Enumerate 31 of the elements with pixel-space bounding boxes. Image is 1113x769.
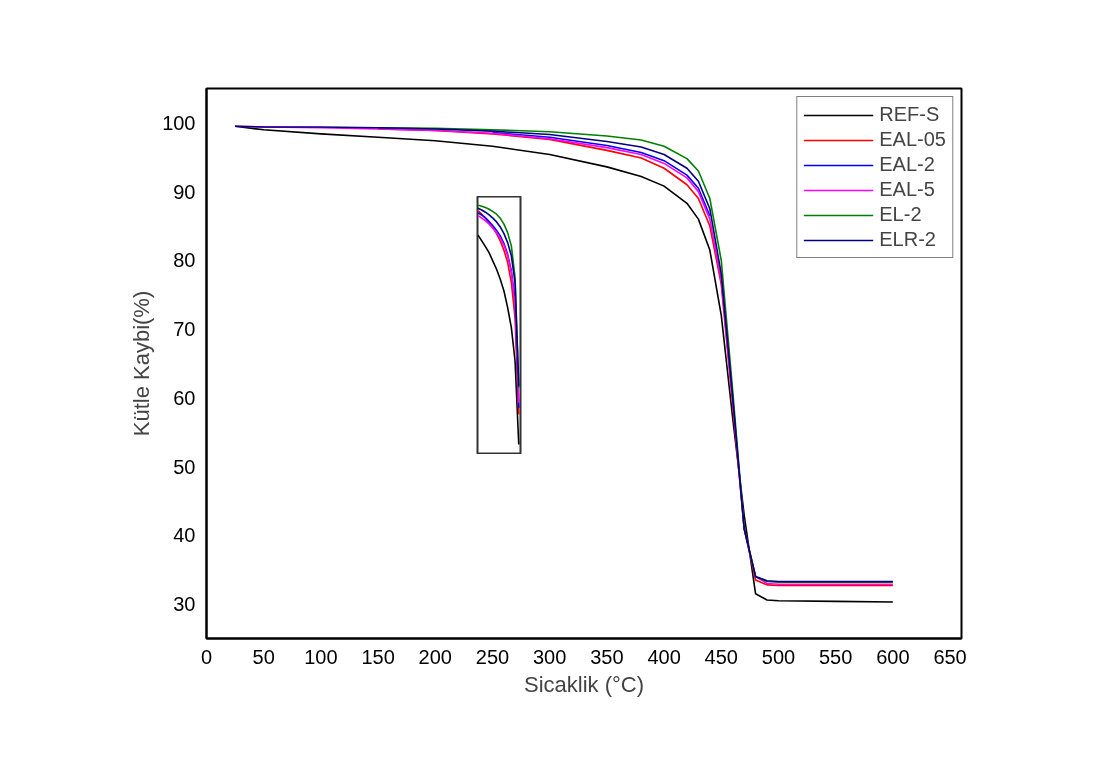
legend-label: REF-S: [879, 103, 940, 126]
y-tick-label: 70: [173, 318, 196, 341]
x-tick-label: 150: [361, 645, 395, 668]
x-tick-label: 600: [876, 645, 910, 668]
legend-label: ELR-2: [879, 228, 936, 251]
x-tick-label: 200: [418, 645, 452, 668]
x-tick-label: 100: [304, 645, 338, 668]
x-tick-label: 50: [252, 645, 275, 668]
y-axis-title: Kütle Kaybi(%): [129, 290, 155, 437]
y-tick-label: 40: [173, 524, 196, 547]
x-tick-label: 350: [590, 645, 624, 668]
x-tick-label: 500: [761, 645, 796, 668]
x-axis-title: Sicaklik (°C): [523, 671, 645, 697]
y-tick-label: 100: [162, 111, 196, 134]
legend-label: EAL-5: [879, 178, 935, 201]
y-tick-label: 80: [173, 249, 196, 272]
line-series: [491, 131, 711, 217]
legend-label: EL-2: [879, 203, 922, 226]
y-tick-label: 30: [173, 593, 196, 616]
legend-label: EAL-2: [879, 153, 935, 176]
x-tick-label: 650: [933, 645, 967, 668]
x-tick-label: 300: [533, 645, 567, 668]
legend-label: EAL-05: [879, 128, 946, 151]
x-tick-label: 0: [200, 645, 213, 668]
y-tick-label: 90: [173, 180, 196, 203]
x-tick-label: 400: [647, 645, 681, 668]
y-tick-label: 50: [173, 455, 196, 478]
y-tick-label: 60: [173, 386, 196, 409]
x-tick-label: 550: [818, 645, 853, 668]
x-tick-label: 450: [704, 645, 738, 668]
x-tick-label: 250: [475, 645, 510, 668]
